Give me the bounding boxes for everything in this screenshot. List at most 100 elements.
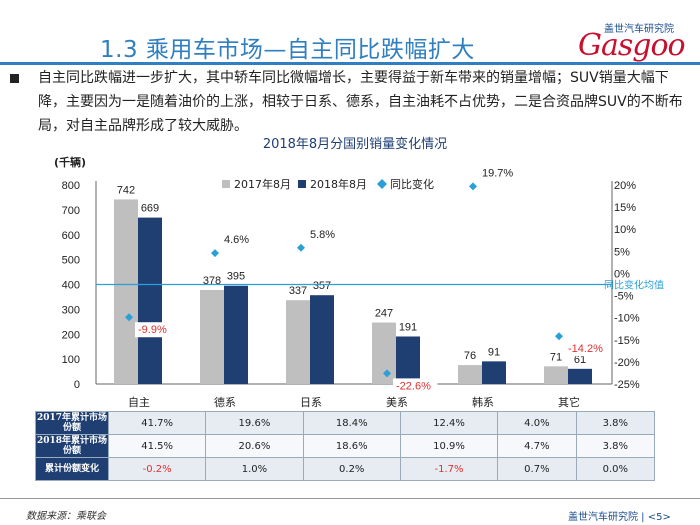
change-marker [211,249,219,258]
y2-tick-label: 5% [614,246,630,258]
x-category-label: 日系 [300,396,322,409]
change-value-label: 19.7% [482,167,513,179]
y2-tick-label: 10% [614,224,636,236]
table-cell: 19.6% [205,411,304,435]
y2-tick-label: -20% [614,357,640,369]
legend-swatch [222,180,230,188]
bar-2017 [114,199,138,384]
change-value-label: -9.9% [138,324,167,336]
table-cell: 20.6% [205,434,304,458]
table-row-header: 累计份额变化 [35,457,109,481]
y-tick-label: 200 [62,329,80,341]
summary-paragraph: 自主同比跌幅进一步扩大，其中轿车同比微幅增长，主要得益于新车带来的销量增幅；SU… [38,70,683,134]
legend-label: 同比变化 [390,177,434,191]
average-change-label: 同比变化均值 [604,279,664,292]
slide-header: 1.3 乘用车市场—自主同比跌幅扩大 盖世汽车研究院 Gasgoo [0,0,700,72]
bar-2017 [372,322,396,384]
table-cell: 18.6% [302,434,401,458]
y-tick-label: 400 [62,280,80,292]
bar-value-label: 337 [289,285,307,297]
y2-tick-label: 0% [614,268,630,280]
legend-swatch [298,180,306,188]
bar-value-label: 61 [574,354,586,366]
y-tick-label: 700 [62,205,80,217]
bar-value-label: 191 [399,321,417,333]
bar-value-label: 395 [227,271,245,283]
table-cell: 18.4% [302,411,401,435]
change-label-bg [135,322,173,338]
bar-2017 [286,300,310,384]
change-marker [469,182,477,191]
bar-value-label: 669 [141,203,159,215]
bar-value-label: 76 [464,350,476,362]
table-cell: 1.0% [205,457,304,481]
table-cell: 3.8% [575,411,656,435]
change-value-label: -14.2% [568,343,603,355]
bar-value-label: 378 [203,275,221,287]
logo-cn: 盖世汽车研究院 [604,24,674,35]
legend-label: 2018年8月 [310,177,367,191]
table-cell: 0.7% [497,457,577,481]
logo-wordmark: Gasgoo [578,28,686,63]
table-cell: 41.7% [107,411,207,435]
change-label-bg [565,341,610,357]
market-share-table: 2017年累计市场份额 41.7% 19.6% 18.4% 12.4% 4.0% 3.8% 2… [35,411,656,481]
y-axis-label: (千辆) [54,155,86,169]
y-tick-label: 500 [62,255,80,267]
change-marker [555,332,563,341]
change-marker [383,369,391,378]
bar-2018 [310,295,334,384]
y2-tick-label: -10% [614,313,640,325]
bar-2018 [224,285,248,384]
footer-org: 盖世汽车研究院 | <5> [568,512,671,523]
table-cell: 3.8% [575,434,656,458]
header-divider [0,62,700,65]
bullet-icon [10,74,19,83]
table-cell: 0.2% [302,457,401,481]
y-tick-label: 100 [62,354,80,366]
table-cell: 4.0% [497,411,577,435]
table-cell: -1.7% [399,457,499,481]
legend-swatch [377,179,387,189]
bar-2018 [138,217,162,384]
bar-2018 [396,336,420,384]
bar-value-label: 742 [117,184,135,196]
bar-2017 [200,289,224,384]
table-cell: 41.5% [107,434,207,458]
table-row: 累计份额变化 -0.2% 1.0% 0.2% -1.7% 0.7% 0.0% [35,457,656,481]
y2-tick-label: -15% [614,335,640,347]
data-source: 数据来源：乘联会 [26,511,106,522]
table-cell: -0.2% [107,457,207,481]
x-category-label: 自主 [128,396,150,409]
table-row: 2018年累计市场份额 41.5% 20.6% 18.6% 10.9% 4.7% 3.8% [35,434,656,458]
table-cell: 12.4% [399,411,499,435]
change-marker [125,313,133,322]
table-row: 2017年累计市场份额 41.7% 19.6% 18.4% 12.4% 4.0% 3.8% [35,411,656,435]
chart-title: 2018年8月分国别销量变化情况 [263,136,447,152]
change-value-label: 4.6% [224,234,249,246]
change-value-label: 5.8% [310,229,335,241]
table-row-header: 2018年累计市场份额 [35,434,109,458]
change-label-bg [393,378,438,394]
bar-2018 [568,368,592,384]
page-title: 1.3 乘用车市场—自主同比跌幅扩大 [100,37,475,63]
y2-tick-label: -25% [614,379,640,391]
table-cell: 4.7% [497,434,577,458]
y2-tick-label: 15% [614,202,636,214]
y-tick-label: 600 [62,230,80,242]
bar-2018 [482,361,506,384]
y2-tick-label: -5% [614,291,634,303]
bar-value-label: 247 [375,308,393,320]
table-row-header: 2017年累计市场份额 [35,411,109,435]
table-cell: 10.9% [399,434,499,458]
y2-tick-label: 20% [614,180,636,192]
bar-value-label: 71 [550,351,562,363]
bar-2017 [458,365,482,384]
x-category-label: 韩系 [472,395,494,409]
x-category-label: 德系 [214,395,236,409]
y-tick-label: 300 [62,304,80,316]
x-category-label: 美系 [386,396,408,409]
bar-value-label: 357 [313,280,331,292]
table-cell: 0.0% [575,457,656,481]
